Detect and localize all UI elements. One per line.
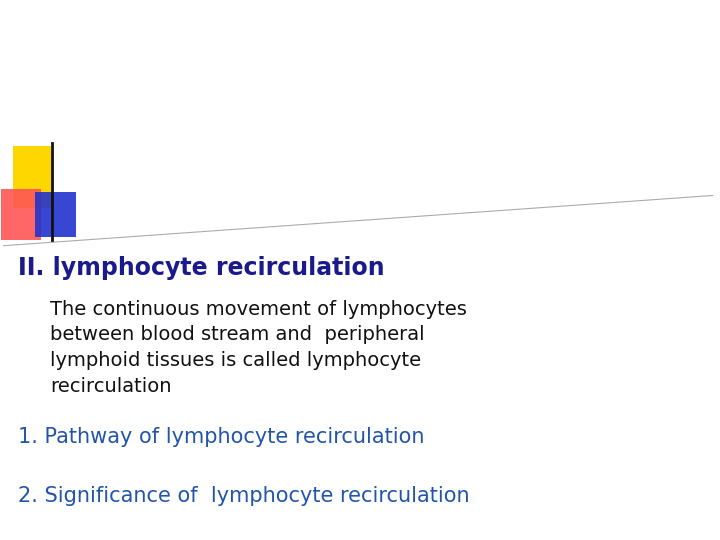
Bar xyxy=(1,189,41,240)
Text: 2. Significance of  lymphocyte recirculation: 2. Significance of lymphocyte recirculat… xyxy=(18,486,469,506)
Bar xyxy=(13,146,53,208)
Text: II. lymphocyte recirculation: II. lymphocyte recirculation xyxy=(18,256,384,280)
Text: 1. Pathway of lymphocyte recirculation: 1. Pathway of lymphocyte recirculation xyxy=(18,427,425,447)
Bar xyxy=(35,192,76,237)
Text: The continuous movement of lymphocytes
between blood stream and  peripheral
lymp: The continuous movement of lymphocytes b… xyxy=(50,300,467,396)
